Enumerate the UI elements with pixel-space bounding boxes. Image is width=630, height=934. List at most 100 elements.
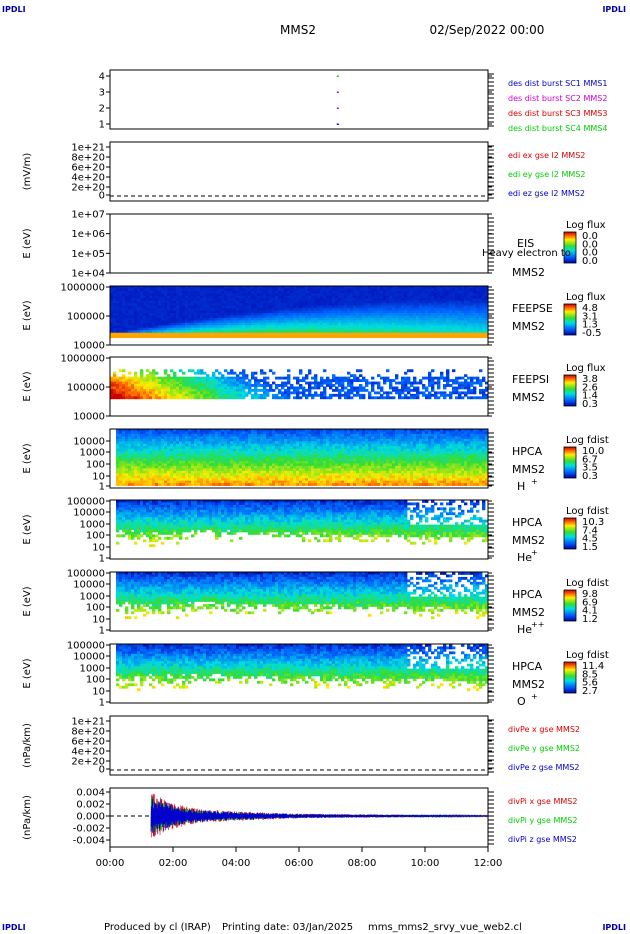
hpca_h-spectrogram-cell xyxy=(245,478,249,482)
feepsi-spectrogram-cell xyxy=(422,391,426,395)
feepsi-spectrogram-cell xyxy=(320,381,324,385)
feepse-cbar-tick: 3.1 xyxy=(582,311,598,322)
feepse-spectrogram-cell xyxy=(200,335,204,339)
hpca_h-spectrogram-cell xyxy=(152,456,156,459)
feepse-spectrogram-cell xyxy=(245,335,249,339)
feepse-spectrogram-cell xyxy=(413,315,417,319)
feepse-spectrogram-cell xyxy=(314,332,318,336)
hpca_h-spectrogram-cell xyxy=(224,441,228,445)
hpca_h-spectrogram-cell xyxy=(218,465,222,469)
feepse-spectrogram-cell xyxy=(113,327,117,331)
hpca_h-spectrogram-cell xyxy=(263,453,267,457)
feepse-spectrogram-cell xyxy=(185,293,189,297)
feepsi-spectrogram-cell xyxy=(458,391,462,395)
feepse-spectrogram-cell xyxy=(452,330,456,334)
feepse-spectrogram-cell xyxy=(485,286,489,289)
hpca_h-spectrogram-cell xyxy=(248,470,252,474)
hpca_h-spectrogram-cell xyxy=(155,473,159,477)
feepse-spectrogram-cell xyxy=(434,303,438,307)
feepse-spectrogram-cell xyxy=(179,305,183,309)
hpca_h-spectrogram-cell xyxy=(116,453,120,457)
eis-ytick-label: 1e+07 xyxy=(71,210,105,221)
feepsi-spectrogram-cell xyxy=(155,384,159,387)
feepsi-spectrogram-cell xyxy=(167,388,171,392)
hpca_h-spectrogram-cell xyxy=(152,443,156,447)
feepse-spectrogram-cell xyxy=(116,317,120,321)
hpca_h-spectrogram-cell xyxy=(224,463,228,467)
feepse-spectrogram-cell xyxy=(476,322,480,326)
feepsi-spectrogram-cell xyxy=(266,384,270,387)
feepse-spectrogram-cell xyxy=(326,327,330,331)
feepsi-spectrogram-cell xyxy=(248,384,252,387)
feepse-spectrogram-cell xyxy=(137,330,141,334)
hpca_h-spectrogram-cell xyxy=(137,463,141,467)
feepse-spectrogram-cell xyxy=(437,288,441,292)
feepse-spectrogram-cell xyxy=(467,335,471,339)
feepse-spectrogram-cell xyxy=(431,332,435,336)
feepsi-spectrogram-cell xyxy=(365,384,369,387)
feepse-spectrogram-cell xyxy=(338,315,342,319)
hpca_h-spectrogram-cell xyxy=(257,448,261,452)
feepse-spectrogram-cell xyxy=(383,290,387,294)
feepse-spectrogram-cell xyxy=(227,335,231,339)
feepse-spectrogram-cell xyxy=(227,327,231,331)
feepse-spectrogram-cell xyxy=(479,303,483,307)
feepse-spectrogram-cell xyxy=(191,335,195,339)
feepse-spectrogram-cell xyxy=(443,310,447,314)
feepse-spectrogram-cell xyxy=(458,313,462,316)
feepsi-spectrogram-cell xyxy=(260,369,264,373)
feepsi-spectrogram-cell xyxy=(203,371,207,375)
feepse-spectrogram-cell xyxy=(254,286,258,289)
feepse-spectrogram-cell xyxy=(176,310,180,314)
feepse-spectrogram-cell xyxy=(365,298,369,302)
hpca_h-spectrogram-cell xyxy=(176,458,180,462)
feepse-spectrogram-cell xyxy=(191,288,195,292)
feepse-spectrogram-cell xyxy=(311,335,315,339)
feepse-spectrogram-cell xyxy=(116,327,120,331)
feepse-spectrogram-cell xyxy=(374,295,378,299)
hpca_h-spectrogram-cell xyxy=(206,460,210,464)
feepsi-spectrogram-cell xyxy=(110,396,114,400)
hpca_h-spectrogram-cell xyxy=(164,478,168,482)
feepse-spectrogram-cell xyxy=(299,295,303,299)
feepse-spectrogram-cell xyxy=(410,325,414,329)
hpca_h-spectrogram-cell xyxy=(251,456,255,459)
feepse-spectrogram-cell xyxy=(347,303,351,307)
feepse-spectrogram-cell xyxy=(365,288,369,292)
feepsi-spectrogram-cell xyxy=(338,391,342,395)
feepse-spectrogram-cell xyxy=(299,313,303,316)
hpca_h-spectrogram-cell xyxy=(212,429,216,432)
burst-ytick-label: 3 xyxy=(99,88,105,99)
feepsi-spectrogram-cell xyxy=(449,396,453,400)
feepse-spectrogram-cell xyxy=(176,303,180,307)
feepse-spectrogram-cell xyxy=(113,303,117,307)
hpca_h-spectrogram-cell xyxy=(122,483,126,486)
feepsi-spectrogram-cell xyxy=(287,393,291,397)
feepse-spectrogram-cell xyxy=(170,315,174,319)
hpca_h-spectrogram-cell xyxy=(242,463,246,467)
feepse-spectrogram-cell xyxy=(278,322,282,326)
feepsi-spectrogram-cell xyxy=(125,386,129,390)
feepsi-spectrogram-cell xyxy=(164,379,168,382)
feepse-spectrogram-cell xyxy=(440,317,444,321)
feepse-spectrogram-cell xyxy=(395,313,399,316)
feepse-spectrogram-cell xyxy=(338,320,342,324)
feepsi-spectrogram-cell xyxy=(371,396,375,400)
feepsi-spectrogram-cell xyxy=(485,393,489,397)
feepse-ytick-label: 100000 xyxy=(67,312,105,323)
feepse-spectrogram-cell xyxy=(326,305,330,309)
feepse-spectrogram-cell xyxy=(449,308,453,311)
feepse-spectrogram-cell xyxy=(152,288,156,292)
feepse-spectrogram-cell xyxy=(245,332,249,336)
hpca_h-spectrogram-cell xyxy=(176,480,180,484)
feepse-spectrogram-cell xyxy=(191,330,195,334)
eis-cbar-tick: 0.0 xyxy=(582,256,598,267)
hpca_h-spectrogram-cell xyxy=(239,480,243,484)
hpca_h-spectrogram-cell xyxy=(206,453,210,457)
feepse-spectrogram-cell xyxy=(299,298,303,302)
hpca_h-spectrogram-cell xyxy=(212,443,216,447)
feepse-spectrogram-cell xyxy=(302,293,306,297)
feepse-spectrogram-cell xyxy=(389,298,393,302)
feepse-spectrogram-cell xyxy=(137,286,141,289)
feepsi-spectrogram-cell xyxy=(248,391,252,395)
